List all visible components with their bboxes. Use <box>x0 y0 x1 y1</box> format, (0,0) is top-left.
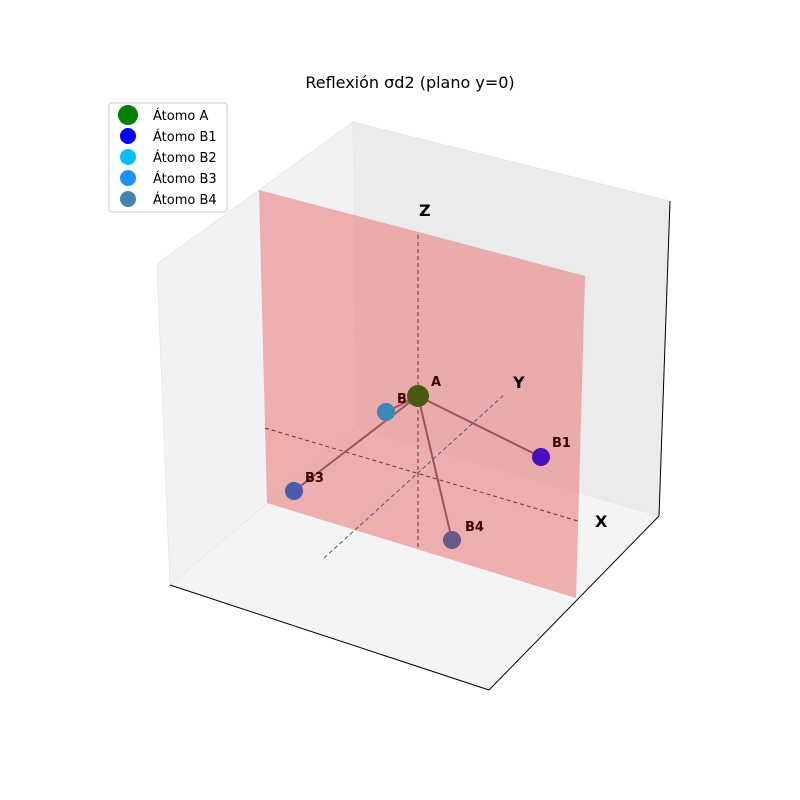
legend-label-a: Átomo A <box>153 108 208 124</box>
atom-b3 <box>285 482 303 500</box>
reference-axes: X Y Z <box>264 201 608 559</box>
atom-label-b4: B4 <box>465 520 484 535</box>
legend-marker-a <box>118 105 138 125</box>
chart-title: Reflexión σd2 (plano y=0) <box>305 73 514 92</box>
atom-a <box>407 385 429 407</box>
y-axis-edge <box>488 515 660 691</box>
atom-label-b3: B3 <box>305 471 324 486</box>
legend-label-b3: Átomo B3 <box>153 171 217 187</box>
axis-label-x: X <box>595 512 608 531</box>
ref-x-axis <box>264 427 579 522</box>
atom-b4 <box>443 531 461 549</box>
legend-marker-b4 <box>120 191 136 207</box>
legend-label-b4: Átomo B4 <box>153 192 217 208</box>
legend-marker-b2 <box>120 149 136 165</box>
atom-label-b1: B1 <box>552 436 571 451</box>
atom-b1 <box>532 448 550 466</box>
bond-a-b3 <box>293 395 419 492</box>
x-axis-edge <box>169 584 490 691</box>
axis-label-z: Z <box>419 201 431 220</box>
atom-b2 <box>377 403 395 421</box>
ref-y-axis <box>323 393 506 559</box>
legend-marker-b3 <box>120 170 136 186</box>
atoms: B2 B3 B4 B1 A <box>285 375 571 549</box>
legend-label-b2: Átomo B2 <box>153 150 217 166</box>
legend: Átomo A Átomo B1 Átomo B2 Átomo B3 Átomo… <box>108 102 228 213</box>
bond-a-b4 <box>417 395 453 541</box>
z-axis-edge <box>658 200 671 517</box>
axis-label-y: Y <box>512 373 525 392</box>
legend-label-b1: Átomo B1 <box>153 129 217 145</box>
legend-marker-b1 <box>120 128 136 144</box>
atom-label-b2: B2 <box>397 392 416 407</box>
legend-box <box>108 102 228 213</box>
atom-label-a: A <box>431 375 441 390</box>
bond-a-b1 <box>417 395 542 458</box>
